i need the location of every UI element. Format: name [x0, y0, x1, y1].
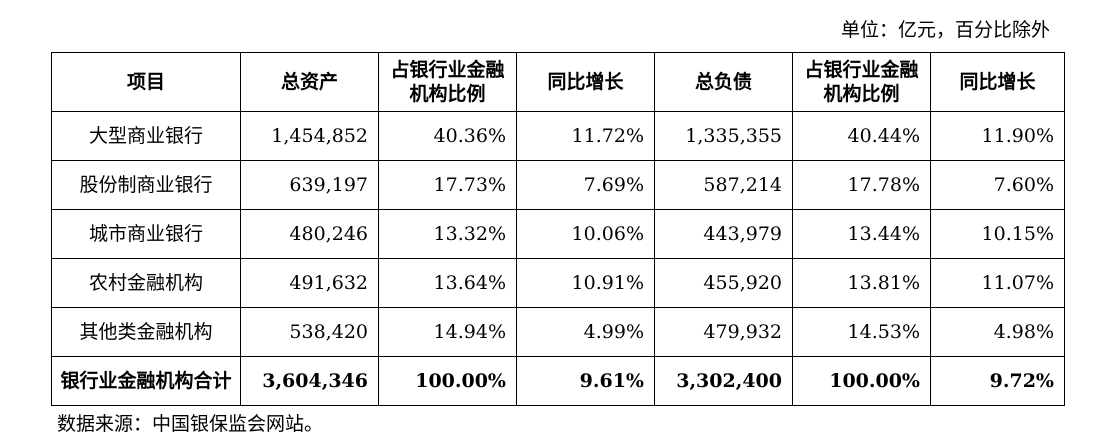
- liabilities-growth-cell: 9.72%: [930, 356, 1065, 406]
- bank-assets-liabilities-table: 项目 总资产 占银行业金融机构比例 同比增长 总负债 占银行业金融机构比例 同比…: [51, 52, 1065, 406]
- header-item: 项目: [51, 52, 241, 112]
- assets-share-cell: 100.00%: [378, 356, 517, 406]
- assets-growth-cell: 9.61%: [516, 356, 655, 406]
- header-row: 项目 总资产 占银行业金融机构比例 同比增长 总负债 占银行业金融机构比例 同比…: [51, 52, 1065, 112]
- total-liabilities-cell: 587,214: [654, 160, 793, 210]
- table-row: 股份制商业银行 639,197 17.73% 7.69% 587,214 17.…: [51, 160, 1065, 210]
- total-liabilities-cell: 455,920: [654, 258, 793, 308]
- liabilities-share-cell: 40.44%: [792, 111, 931, 161]
- table-row: 农村金融机构 491,632 13.64% 10.91% 455,920 13.…: [51, 258, 1065, 308]
- assets-share-cell: 17.73%: [378, 160, 517, 210]
- header-assets-share: 占银行业金融机构比例: [378, 52, 517, 112]
- liabilities-share-cell: 17.78%: [792, 160, 931, 210]
- total-liabilities-cell: 443,979: [654, 209, 793, 259]
- unit-note: 单位：亿元，百分比除外: [840, 19, 1050, 41]
- assets-growth-cell: 4.99%: [516, 307, 655, 357]
- total-assets-cell: 480,246: [240, 209, 379, 259]
- total-liabilities-cell: 479,932: [654, 307, 793, 357]
- row-label: 城市商业银行: [51, 209, 241, 259]
- assets-share-cell: 40.36%: [378, 111, 517, 161]
- total-assets-cell: 491,632: [240, 258, 379, 308]
- source-note: 数据来源：中国银保监会网站。: [57, 413, 324, 435]
- assets-growth-cell: 10.91%: [516, 258, 655, 308]
- total-row-label: 银行业金融机构合计: [51, 356, 241, 406]
- row-label: 股份制商业银行: [51, 160, 241, 210]
- table-row: 大型商业银行 1,454,852 40.36% 11.72% 1,335,355…: [51, 111, 1065, 161]
- total-assets-cell: 1,454,852: [240, 111, 379, 161]
- liabilities-share-cell: 100.00%: [792, 356, 931, 406]
- header-total-assets: 总资产: [240, 52, 379, 112]
- assets-share-cell: 13.32%: [378, 209, 517, 259]
- total-liabilities-cell: 3,302,400: [654, 356, 793, 406]
- total-liabilities-cell: 1,335,355: [654, 111, 793, 161]
- liabilities-share-cell: 13.44%: [792, 209, 931, 259]
- total-assets-cell: 639,197: [240, 160, 379, 210]
- table-row: 城市商业银行 480,246 13.32% 10.06% 443,979 13.…: [51, 209, 1065, 259]
- row-label: 大型商业银行: [51, 111, 241, 161]
- row-label: 其他类金融机构: [51, 307, 241, 357]
- total-row: 银行业金融机构合计 3,604,346 100.00% 9.61% 3,302,…: [51, 356, 1065, 406]
- total-assets-cell: 538,420: [240, 307, 379, 357]
- table-row: 其他类金融机构 538,420 14.94% 4.99% 479,932 14.…: [51, 307, 1065, 357]
- header-total-liabilities: 总负债: [654, 52, 793, 112]
- assets-share-cell: 13.64%: [378, 258, 517, 308]
- assets-growth-cell: 11.72%: [516, 111, 655, 161]
- header-assets-yoy-growth: 同比增长: [516, 52, 655, 112]
- assets-share-cell: 14.94%: [378, 307, 517, 357]
- assets-growth-cell: 10.06%: [516, 209, 655, 259]
- header-liabilities-yoy-growth: 同比增长: [930, 52, 1065, 112]
- liabilities-growth-cell: 11.07%: [930, 258, 1065, 308]
- header-liabilities-share: 占银行业金融机构比例: [792, 52, 931, 112]
- total-assets-cell: 3,604,346: [240, 356, 379, 406]
- liabilities-growth-cell: 7.60%: [930, 160, 1065, 210]
- liabilities-share-cell: 14.53%: [792, 307, 931, 357]
- liabilities-growth-cell: 10.15%: [930, 209, 1065, 259]
- row-label: 农村金融机构: [51, 258, 241, 308]
- liabilities-growth-cell: 4.98%: [930, 307, 1065, 357]
- assets-growth-cell: 7.69%: [516, 160, 655, 210]
- liabilities-share-cell: 13.81%: [792, 258, 931, 308]
- liabilities-growth-cell: 11.90%: [930, 111, 1065, 161]
